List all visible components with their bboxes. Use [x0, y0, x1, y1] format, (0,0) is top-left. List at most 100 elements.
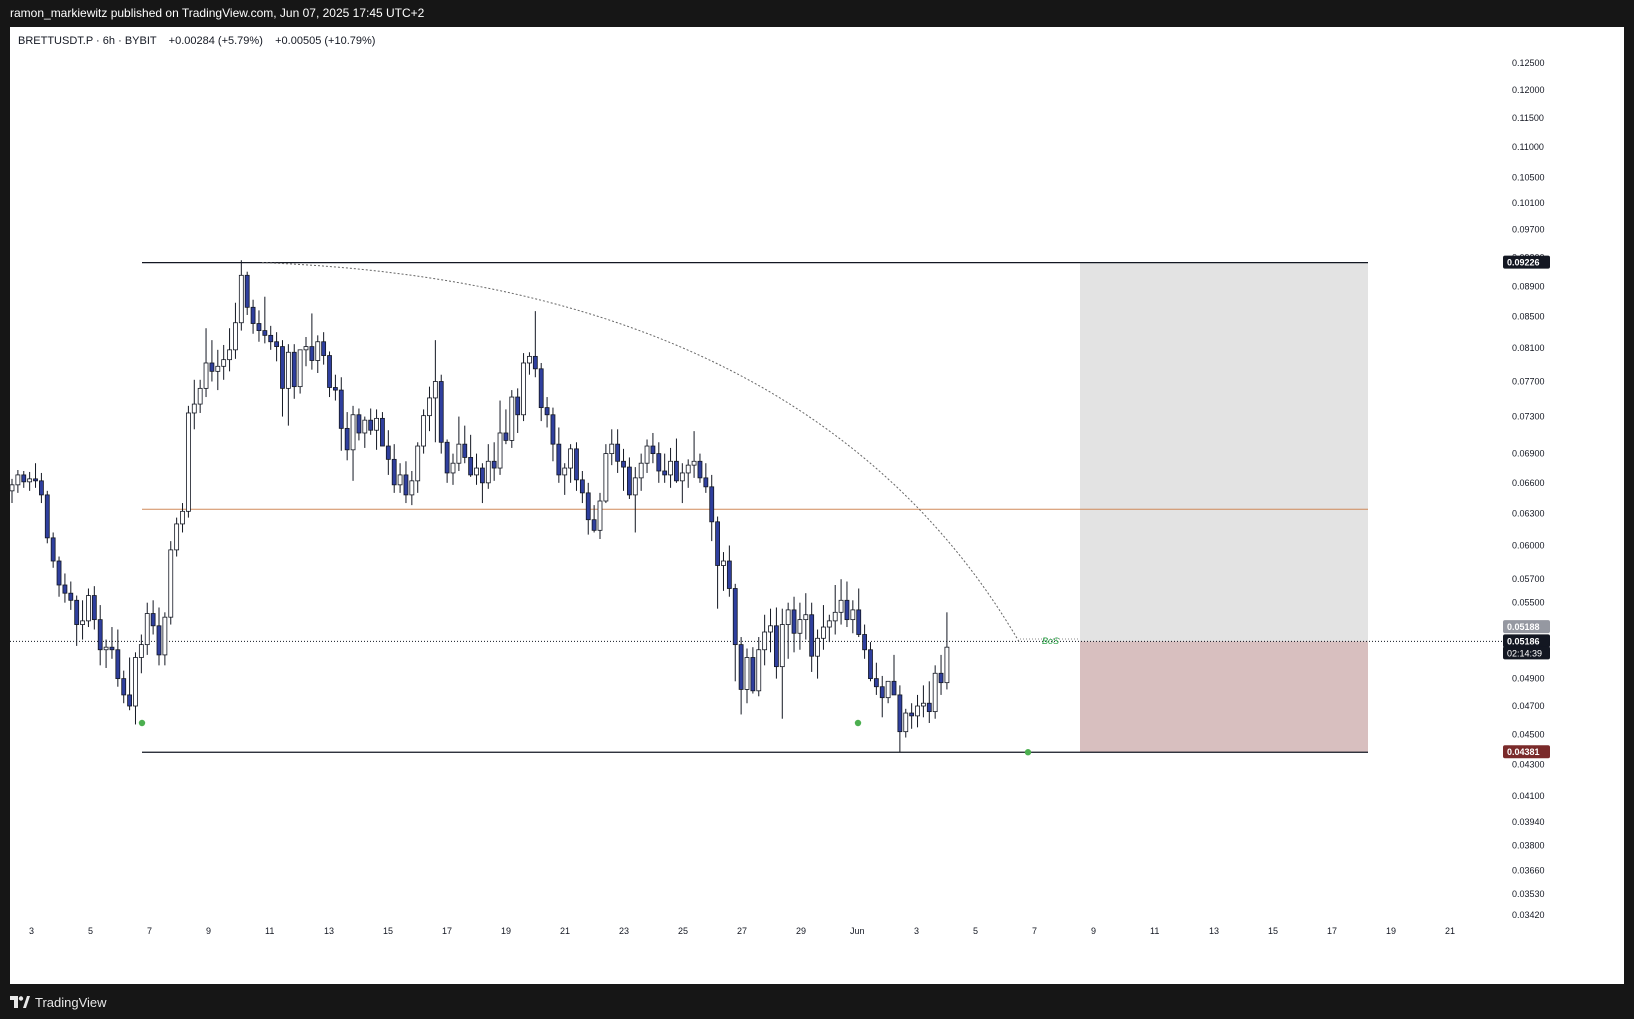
price-tick-label: 0.06600: [1512, 478, 1545, 488]
legend-symbol[interactable]: BRETTUSDT.P: [18, 35, 93, 47]
candle-bear: [209, 362, 215, 372]
candle-bear: [291, 351, 297, 388]
price-tick-label: 0.12000: [1512, 85, 1545, 95]
candle-bull: [903, 712, 909, 733]
price-tick-label: 0.04300: [1512, 759, 1545, 769]
time-tick-label: 15: [383, 926, 393, 936]
time-tick-label: 29: [796, 926, 806, 936]
candle-bull: [374, 417, 379, 431]
candle-bear: [627, 466, 632, 496]
candle-bull: [415, 445, 421, 482]
price-tick-label: 0.11000: [1512, 142, 1544, 152]
swing-low-marker[interactable]: [1024, 749, 1032, 756]
candle-bear: [515, 396, 521, 416]
price-badge: [1503, 745, 1550, 759]
price-badge-label: 0.09226: [1507, 258, 1540, 268]
candle-bear: [121, 678, 127, 696]
candle-bear: [256, 323, 262, 331]
candle-bear: [62, 584, 68, 594]
candle-bull: [180, 510, 185, 525]
legend-interval[interactable]: 6h: [102, 35, 116, 47]
candle-bull: [133, 657, 138, 707]
price-badge: [1503, 620, 1550, 634]
candle-bear: [68, 592, 74, 601]
price-tick-label: 0.11500: [1512, 113, 1544, 123]
candle-bull: [521, 362, 526, 416]
candle-bull: [797, 619, 803, 634]
candle-bear: [868, 649, 873, 680]
candle-bear: [791, 609, 797, 634]
candle-bear: [809, 614, 815, 657]
candle-bear: [156, 625, 162, 656]
legend-change-abs: +0.00284: [168, 35, 215, 47]
candle-bear: [327, 355, 332, 388]
legend-second-abs: +0.00505: [275, 35, 322, 47]
time-tick-label: 5: [973, 926, 978, 936]
candle-bull: [168, 549, 174, 618]
candle-bull: [768, 625, 773, 633]
candle-bear: [897, 694, 903, 733]
candle-bull: [785, 609, 791, 625]
candle-bull: [744, 657, 750, 690]
legend-change-pct: (+5.79%): [217, 35, 263, 47]
price-badge-label: 0.05188: [1507, 622, 1540, 632]
candle-bull: [303, 346, 309, 351]
legend-second-pct: (+10.79%): [324, 35, 376, 47]
legend-exchange: BYBIT: [124, 35, 157, 47]
publisher-header: ramon_markiewitz published on TradingVie…: [0, 0, 1634, 27]
candle-bear: [662, 470, 668, 476]
candle-bear: [579, 479, 585, 494]
candle-bull: [485, 460, 491, 484]
price-tick-label: 0.03940: [1512, 817, 1545, 827]
candle-bull: [450, 462, 456, 474]
candle-bear: [74, 599, 80, 625]
swing-low-marker[interactable]: [854, 719, 862, 727]
target-zone[interactable]: [1080, 262, 1368, 642]
candle-bull: [803, 614, 809, 621]
candle-bull: [350, 414, 356, 451]
candle-bull: [779, 624, 785, 668]
candle-bear: [856, 609, 862, 635]
swing-low-marker[interactable]: [138, 719, 146, 727]
candle-bear: [538, 368, 544, 409]
candle-bear: [115, 649, 121, 680]
stop-zone[interactable]: [1080, 641, 1368, 753]
candle-bull: [921, 702, 926, 707]
time-tick-label: 9: [206, 926, 211, 936]
candle-bear: [385, 445, 391, 460]
price-tick-label: 0.09700: [1512, 225, 1545, 235]
tradingview-logo[interactable]: TradingView: [10, 993, 107, 1011]
price-tick-label: 0.07700: [1512, 376, 1545, 386]
candle-bull: [238, 274, 244, 324]
price-tick-label: 0.06900: [1512, 449, 1545, 459]
chart-frame[interactable]: BoS 0.12500 0.12000 0.11500 0.11000 0.10500 0.…: [10, 27, 1624, 984]
candle-bear: [844, 599, 850, 621]
candle-bear: [479, 467, 485, 484]
price-chart[interactable]: BoS 0.12500 0.12000 0.11500 0.11000 0.10500 0.…: [10, 27, 1624, 984]
candle-bear: [938, 672, 944, 684]
candle-bear: [91, 595, 97, 621]
dotted-arc[interactable]: [261, 262, 1021, 644]
candle-bear: [97, 619, 103, 651]
candle-bull: [826, 620, 832, 628]
candle-bull: [456, 443, 462, 464]
candle-bear: [544, 407, 550, 416]
candle-bull: [86, 595, 91, 622]
time-tick-label: 27: [737, 926, 747, 936]
candle-bear: [344, 427, 350, 451]
candle-bear: [674, 460, 679, 482]
price-tick-label: 0.08900: [1512, 281, 1545, 291]
candle-bear: [891, 680, 897, 696]
candle-bear: [550, 414, 556, 445]
price-tick-label: 0.03530: [1512, 889, 1545, 899]
time-tick-label: 23: [619, 926, 629, 936]
candle-bear: [503, 432, 509, 441]
candle-bull: [197, 387, 203, 405]
time-tick-label: 11: [1150, 926, 1159, 936]
time-tick-label: 11: [265, 926, 274, 936]
candle-bear: [380, 417, 385, 447]
candle-bull: [885, 680, 891, 699]
candle-bear: [356, 414, 362, 434]
candle-bull: [27, 478, 33, 483]
candle-bear: [127, 694, 132, 707]
